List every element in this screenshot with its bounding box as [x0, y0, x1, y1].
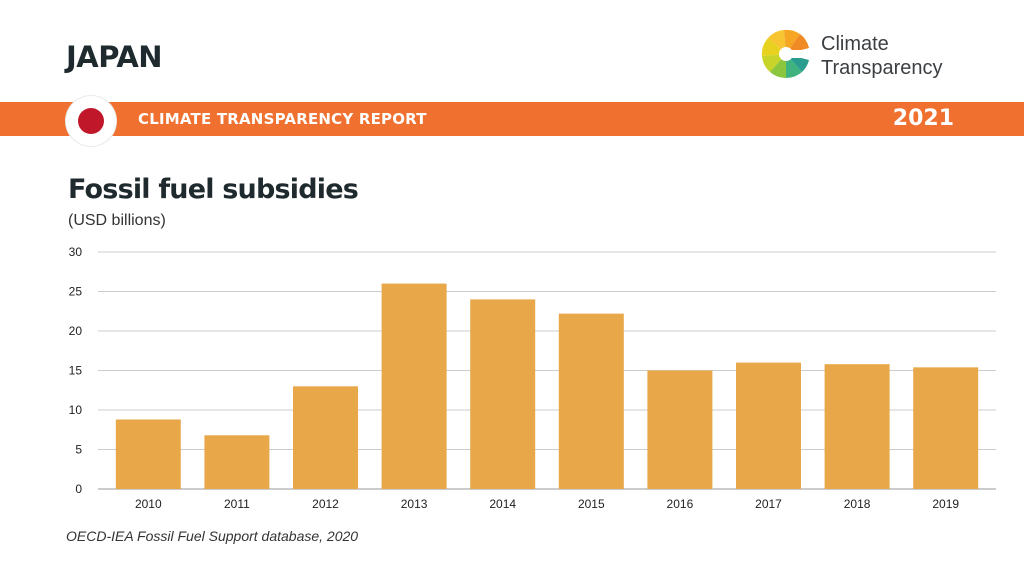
- japan-flag-icon: [66, 96, 116, 146]
- bar-2013: [381, 283, 447, 489]
- bar-2011: [204, 435, 270, 489]
- bar-2016: [647, 370, 713, 489]
- bar-2012: [293, 386, 358, 489]
- country-title: JAPAN: [66, 40, 163, 74]
- x-tick-label: 2015: [578, 497, 605, 511]
- x-tick-label: 2017: [755, 497, 782, 511]
- report-year: 2021: [892, 106, 954, 131]
- x-tick-label: 2014: [489, 497, 516, 511]
- logo-line-2: Transparency: [821, 57, 943, 79]
- bar-2014: [470, 299, 536, 489]
- x-tick-label: 2011: [224, 497, 250, 511]
- y-tick-label: 5: [75, 443, 82, 457]
- y-tick-label: 10: [69, 403, 83, 417]
- y-tick-label: 20: [69, 324, 83, 338]
- report-banner: [0, 102, 1024, 136]
- y-tick-label: 0: [75, 482, 82, 496]
- x-tick-label: 2010: [135, 497, 162, 511]
- chart-title: Fossil fuel subsidies: [68, 174, 359, 205]
- x-tick-label: 2013: [401, 497, 428, 511]
- bar-2017: [736, 362, 801, 489]
- source-note: OECD-IEA Fossil Fuel Support database, 2…: [66, 528, 359, 544]
- bar-2018: [824, 364, 890, 489]
- x-tick-label: 2019: [932, 497, 959, 511]
- x-tick-label: 2018: [844, 497, 871, 511]
- flag-red-disc: [78, 108, 104, 134]
- chart-subtitle: (USD billions): [68, 212, 166, 229]
- bar-2019: [913, 367, 979, 489]
- climate-transparency-logo: Climate Transparency: [758, 24, 978, 84]
- x-tick-label: 2016: [667, 497, 694, 511]
- y-tick-label: 25: [69, 285, 83, 299]
- logo-wheel-icon: [761, 29, 812, 79]
- y-tick-label: 30: [69, 245, 83, 259]
- y-tick-label: 15: [69, 364, 83, 378]
- bar-2010: [115, 419, 181, 489]
- logo-line-1: Climate: [821, 33, 889, 55]
- x-tick-label: 2012: [312, 497, 339, 511]
- report-title: CLIMATE TRANSPARENCY REPORT: [138, 110, 427, 128]
- bar-2015: [558, 313, 624, 489]
